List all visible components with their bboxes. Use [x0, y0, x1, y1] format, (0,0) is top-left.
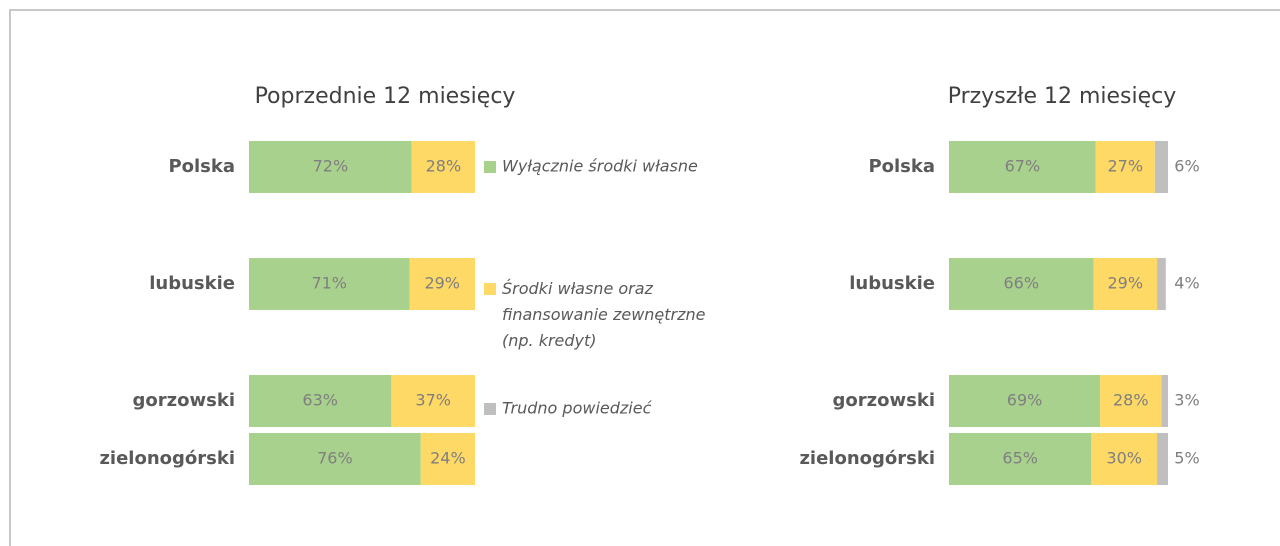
chart-title: Przyszłe 12 miesięcy: [948, 84, 1177, 109]
value-label: 4%: [1174, 274, 1199, 293]
value-label: 6%: [1174, 157, 1199, 176]
bar-segment: [411, 141, 475, 193]
bar-segment: [249, 258, 410, 310]
bar-segment: [1095, 141, 1155, 193]
value-label: 69%: [1007, 391, 1043, 410]
legend-label: Trudno powiedzieć: [502, 399, 653, 418]
legend-swatch: [484, 283, 496, 295]
bar-segment: [420, 433, 475, 485]
category-label: Polska: [868, 156, 935, 177]
bar-segment: [1154, 141, 1168, 193]
legend-line: finansowanie zewnętrzne: [502, 305, 706, 324]
value-label: 65%: [1002, 449, 1038, 468]
bar-segment: [249, 141, 412, 193]
bar-segment: [1157, 433, 1168, 485]
value-label: 5%: [1174, 449, 1199, 468]
legend-label: Wyłącznie środki własne: [502, 157, 698, 176]
value-label: 28%: [1113, 391, 1149, 410]
bar-segment: [949, 258, 1094, 310]
category-label: zielonogórski: [99, 448, 235, 469]
value-label: 30%: [1106, 449, 1142, 468]
value-label: 28%: [426, 157, 462, 176]
category-label: zielonogórski: [799, 448, 935, 469]
value-label: 76%: [317, 449, 353, 468]
bar-segment: [391, 375, 475, 427]
bar-segment: [1100, 375, 1162, 427]
value-label: 29%: [424, 274, 460, 293]
category-label: gorzowski: [833, 390, 935, 411]
bar-segment: [1157, 258, 1166, 310]
category-label: lubuskie: [149, 273, 235, 294]
legend-swatch: [484, 403, 496, 415]
bar-segment: [1091, 433, 1158, 485]
bar-segment: [249, 375, 392, 427]
value-label: 66%: [1003, 274, 1039, 293]
legend-label: Środki własne oraz finansowanie zewnętrzn…: [502, 279, 706, 350]
value-label: 27%: [1108, 157, 1144, 176]
bar-segment: [1161, 375, 1168, 427]
bar-segment: [949, 141, 1096, 193]
value-label: 67%: [1005, 157, 1041, 176]
value-label: 24%: [430, 449, 466, 468]
legend-line: (np. kredyt): [502, 331, 597, 350]
legend-line: Środki własne oraz: [502, 279, 654, 298]
bar-segment: [1093, 258, 1158, 310]
category-label: Polska: [168, 156, 235, 177]
category-label: gorzowski: [133, 390, 235, 411]
bar-segment: [949, 433, 1092, 485]
value-label: 37%: [415, 391, 451, 410]
legend-swatch: [484, 161, 496, 173]
value-label: 3%: [1174, 391, 1199, 410]
value-label: 29%: [1108, 274, 1144, 293]
value-label: 71%: [311, 274, 347, 293]
bar-segment: [949, 375, 1101, 427]
value-label: 63%: [302, 391, 338, 410]
frame: [9, 9, 1280, 546]
value-label: 72%: [313, 157, 349, 176]
chart-title: Poprzednie 12 miesięcy: [255, 84, 516, 109]
bar-segment: [249, 433, 421, 485]
category-label: lubuskie: [849, 273, 935, 294]
bar-segment: [409, 258, 475, 310]
